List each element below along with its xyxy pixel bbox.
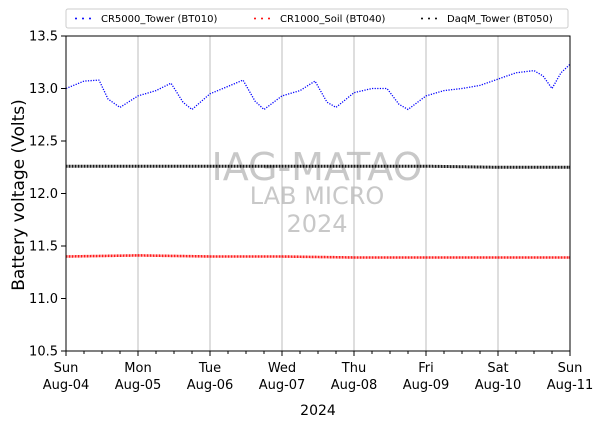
y-tick-label: 11.0 xyxy=(29,292,58,307)
series-line xyxy=(65,63,571,111)
y-tick-label: 12.0 xyxy=(29,187,58,202)
grid-lines xyxy=(137,36,499,351)
legend-marker xyxy=(261,17,263,20)
legend-marker xyxy=(421,17,423,20)
y-tick-label: 12.5 xyxy=(29,135,58,150)
x-tick-date-label: Aug-06 xyxy=(187,378,234,393)
legend-label: CR5000_Tower (BT010) xyxy=(101,14,217,25)
x-tick-day-label: Mon xyxy=(124,361,151,376)
series-line xyxy=(66,164,570,169)
y-tick-label: 10.5 xyxy=(29,345,58,360)
x-tick-day-label: Fri xyxy=(418,361,434,376)
legend-marker xyxy=(75,17,77,20)
series-line xyxy=(65,254,570,259)
y-tick-label: 11.5 xyxy=(29,240,58,255)
y-tick-label: 13.5 xyxy=(29,30,58,45)
legend-item: CR5000_Tower (BT010) xyxy=(75,14,217,25)
x-tick-date-label: Aug-05 xyxy=(115,378,162,393)
legend-marker xyxy=(82,17,84,20)
legend-item: CR1000_Soil (BT040) xyxy=(254,14,386,25)
y-axis-label: Battery voltage (Volts) xyxy=(9,99,29,290)
x-tick-date-label: Aug-08 xyxy=(331,378,378,393)
legend-marker xyxy=(268,17,270,20)
watermark-line-3: 2024 xyxy=(286,210,347,238)
legend-marker xyxy=(89,17,91,20)
legend-label: DaqM_Tower (BT050) xyxy=(447,14,553,25)
legend-marker xyxy=(435,17,437,20)
legend: CR5000_Tower (BT010) CR1000_Soil (BT040) D… xyxy=(65,8,569,29)
x-tick-day-label: Thu xyxy=(341,361,366,376)
x-axis-label: 2024 xyxy=(300,403,336,419)
x-tick-date-label: Aug-11 xyxy=(547,378,594,393)
legend-marker xyxy=(428,17,430,20)
x-tick-date-label: Aug-09 xyxy=(403,378,450,393)
x-tick-date-label: Aug-07 xyxy=(259,378,306,393)
watermark-line-2: LAB MICRO xyxy=(250,182,385,210)
y-axis: 10.5 11.0 11.5 12.0 12.5 13.0 13.5 xyxy=(29,30,66,360)
x-tick-day-label: Sun xyxy=(558,361,583,376)
x-tick-date-label: Aug-04 xyxy=(43,378,90,393)
data-series xyxy=(65,63,571,259)
x-axis: Sun Aug-04 Mon Aug-05 Tue Aug-06 Wed Aug-07 Thu A… xyxy=(43,351,594,393)
x-tick-day-label: Sun xyxy=(54,361,79,376)
legend-marker xyxy=(254,17,256,20)
legend-box xyxy=(65,8,569,29)
legend-item: DaqM_Tower (BT050) xyxy=(421,14,553,25)
x-tick-day-label: Wed xyxy=(268,361,296,376)
legend-label: CR1000_Soil (BT040) xyxy=(280,14,386,25)
x-tick-day-label: Tue xyxy=(198,361,221,376)
x-tick-date-label: Aug-10 xyxy=(475,378,522,393)
x-tick-day-label: Sat xyxy=(487,361,508,376)
y-tick-label: 13.0 xyxy=(29,82,58,97)
